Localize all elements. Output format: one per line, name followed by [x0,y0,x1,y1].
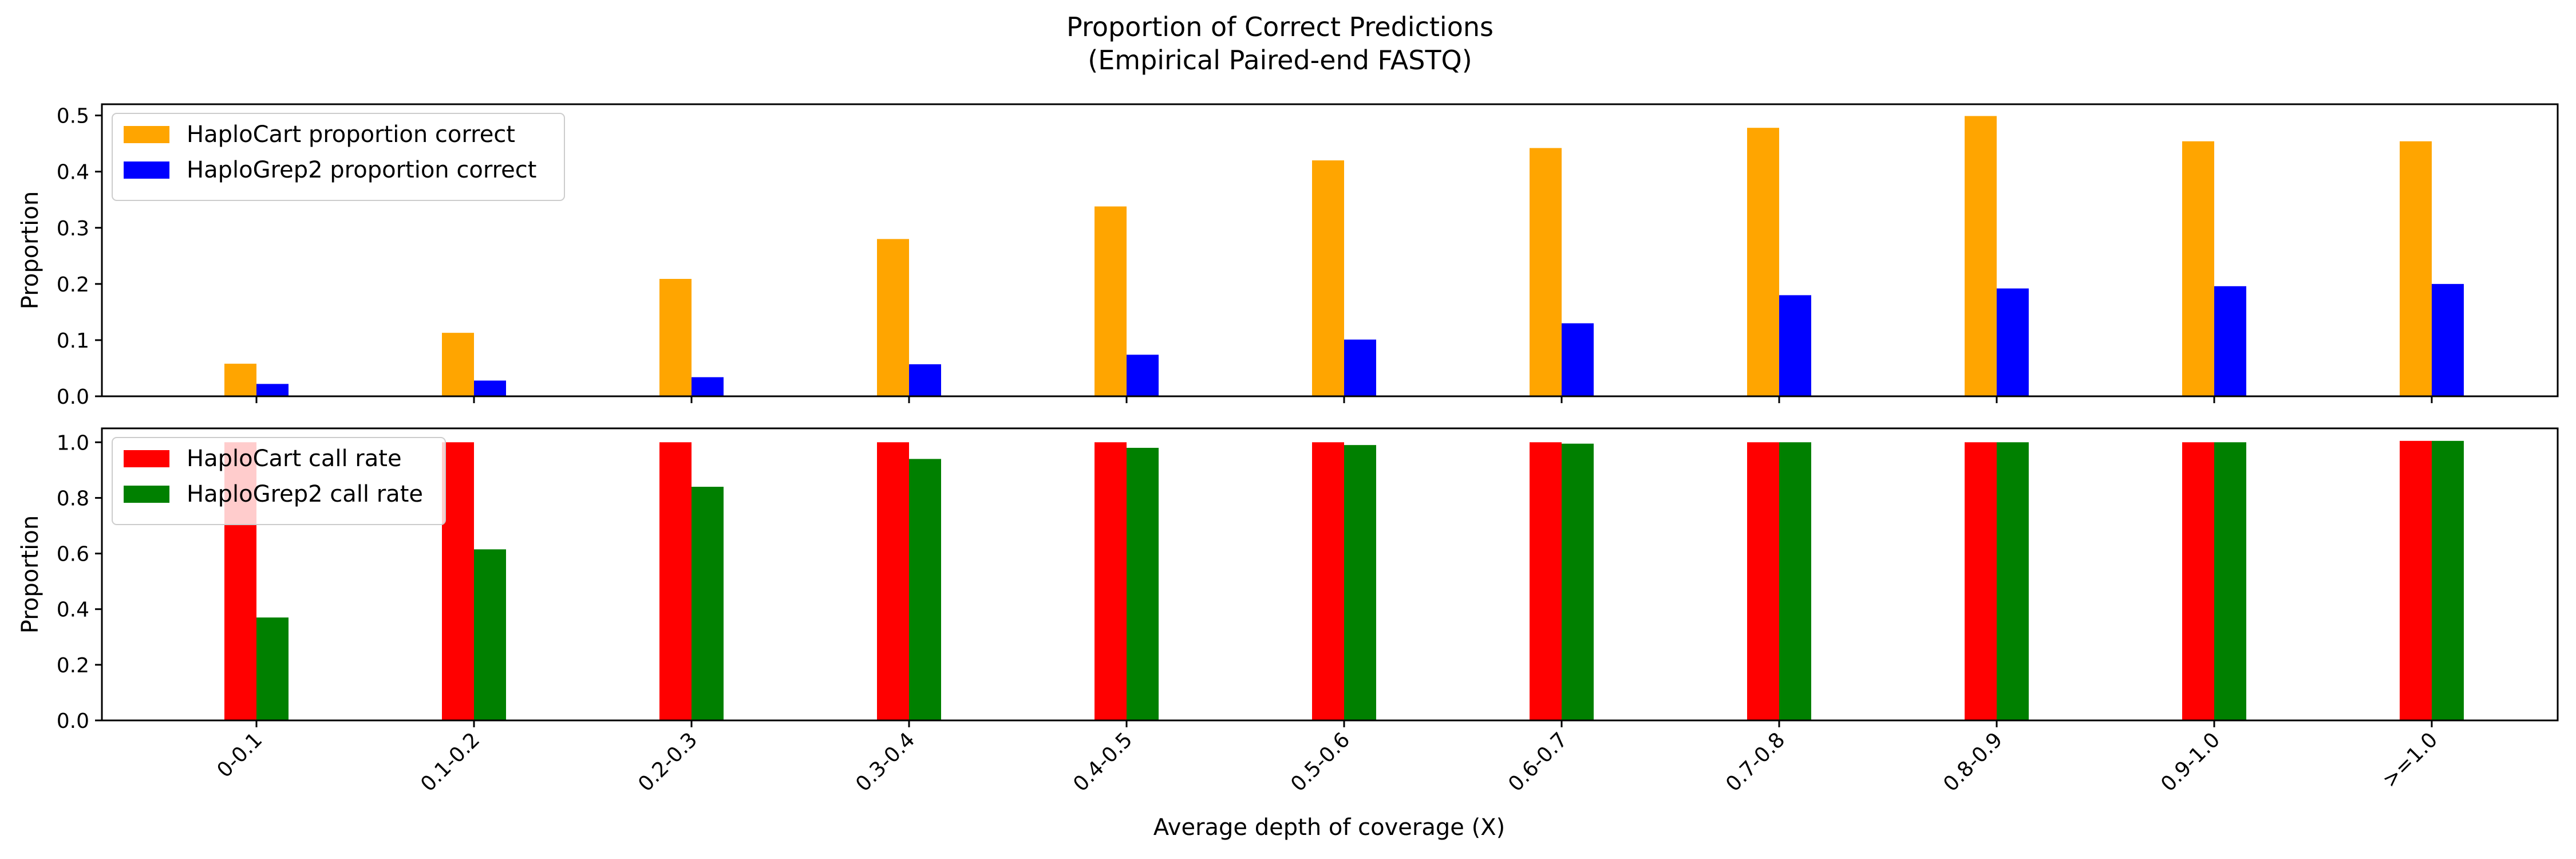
bar-haplogrep2-callrate-8 [1997,442,2029,720]
bar-haplogrep2-callrate-5 [1344,445,1376,720]
bar-haplocart-correct-3 [877,239,909,396]
bar-haplogrep2-callrate-4 [1127,448,1159,720]
legend-swatch [124,161,169,179]
y-tick-label: 0.2 [57,273,89,297]
bar-haplocart-callrate-4 [1095,442,1127,720]
legend: HaploCart proportion correct HaploGrep2 p… [112,113,565,201]
legend-box [112,113,565,201]
bar-haplocart-correct-5 [1312,160,1344,396]
bar-haplogrep2-correct-1 [474,380,506,396]
plot-frame [101,103,2559,397]
figure-title-line2: (Empirical Paired-end FASTQ) [1088,45,1472,76]
legend-label: HaploGrep2 call rate [187,481,423,507]
y-axis-label: Proportion [17,515,44,633]
panels: 0.0 0.1 0.2 0.3 0.4 0.5 Proportion HaploCart pr… [17,103,2559,797]
y-tick-label: 0.0 [57,710,89,733]
bar-haplogrep2-callrate-3 [909,459,941,720]
legend-swatch [124,126,169,143]
bar-haplogrep2-callrate-2 [692,487,724,720]
bar-haplogrep2-callrate-10 [2432,440,2464,720]
legend-box [112,437,446,525]
bar-haplocart-callrate-6 [1530,442,1562,720]
bar-haplocart-correct-1 [442,333,474,396]
y-tick-label: 0.5 [57,105,89,128]
bar-haplocart-callrate-2 [659,442,692,720]
plot-frame [101,427,2559,722]
legend-swatch [124,450,169,467]
bar-haplogrep2-correct-6 [1562,323,1594,396]
bar-haplogrep2-correct-7 [1779,295,1811,396]
bar-haplogrep2-correct-0 [256,384,289,396]
bar-haplogrep2-correct-9 [2214,286,2246,396]
bar-haplogrep2-correct-8 [1997,288,2029,396]
bar-haplocart-callrate-1 [442,442,474,720]
bar-haplocart-correct-4 [1095,206,1127,396]
bar-haplocart-callrate-9 [2182,442,2214,720]
y-tick-label: 0.3 [57,217,89,241]
figure-title-line1: Proportion of Correct Predictions [1066,11,1494,42]
y-tick-label: 0.2 [57,654,89,677]
bar-haplogrep2-correct-2 [692,377,724,396]
bar-haplocart-correct-10 [2400,141,2432,396]
bar-haplocart-callrate-8 [1965,442,1997,720]
bar-haplocart-callrate-10 [2400,440,2432,720]
legend-swatch [124,486,169,503]
bar-haplogrep2-callrate-7 [1779,442,1811,720]
y-tick-label: 0.4 [57,598,89,622]
bar-haplogrep2-callrate-1 [474,549,506,720]
y-tick-label: 0.6 [57,543,89,566]
y-axis-label: Proportion [17,191,44,309]
bar-haplocart-callrate-3 [877,442,909,720]
y-tick-label: 0.8 [57,487,89,510]
legend: HaploCart call rate HaploGrep2 call rate [112,437,446,525]
bar-haplogrep2-correct-3 [909,364,941,396]
y-tick-label: 1.0 [57,431,89,455]
y-tick-label: 0.0 [57,385,89,409]
bar-haplocart-correct-6 [1530,148,1562,396]
bar-haplocart-correct-9 [2182,141,2214,396]
legend-label: HaploCart call rate [187,446,402,472]
legend-label: HaploGrep2 proportion correct [187,157,536,183]
bar-haplocart-callrate-5 [1312,442,1344,720]
bar-haplocart-correct-2 [659,279,692,396]
bar-haplogrep2-correct-5 [1344,339,1376,396]
bar-haplogrep2-correct-4 [1127,354,1159,396]
y-tick-label: 0.1 [57,329,89,353]
legend-label: HaploCart proportion correct [187,121,515,148]
bar-haplogrep2-callrate-6 [1562,443,1594,720]
x-axis-label: Average depth of coverage (X) [1153,814,1505,841]
bar-haplogrep2-correct-10 [2432,283,2464,396]
bar-haplocart-callrate-7 [1747,442,1779,720]
bar-haplocart-correct-0 [224,364,256,396]
bar-haplocart-correct-8 [1965,116,1997,396]
bar-haplocart-correct-7 [1747,128,1779,396]
y-tick-label: 0.4 [57,161,89,184]
chart-panel-1: 0.0 0.1 0.2 0.3 0.4 0.5 Proportion HaploCart pr… [17,103,2559,409]
bar-haplogrep2-callrate-9 [2214,442,2246,720]
bar-haplogrep2-callrate-0 [256,617,289,720]
